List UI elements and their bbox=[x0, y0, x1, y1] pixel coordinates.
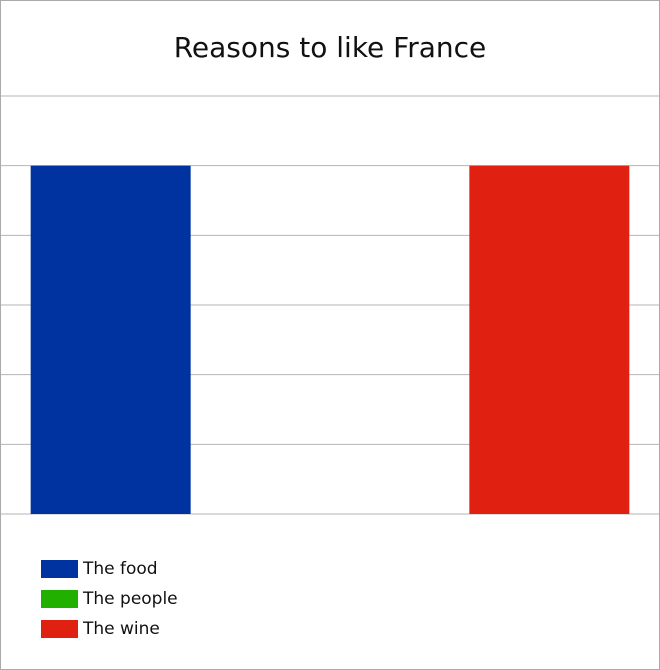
chart-title: Reasons to like France bbox=[173, 31, 487, 64]
legend-label-wine: The wine bbox=[83, 619, 160, 639]
legend-item-food: The food bbox=[41, 554, 178, 584]
bars bbox=[30, 165, 630, 514]
legend-label-food: The food bbox=[83, 559, 158, 579]
legend: The food The people The wine bbox=[41, 554, 178, 644]
legend-swatch-wine bbox=[41, 620, 78, 638]
legend-label-people: The people bbox=[83, 589, 178, 609]
bar-the-wine bbox=[469, 165, 630, 514]
legend-item-people: The people bbox=[41, 584, 178, 614]
bar-the-food bbox=[30, 165, 191, 514]
legend-swatch-people bbox=[41, 590, 78, 608]
legend-swatch-food bbox=[41, 560, 78, 578]
legend-item-wine: The wine bbox=[41, 614, 178, 644]
